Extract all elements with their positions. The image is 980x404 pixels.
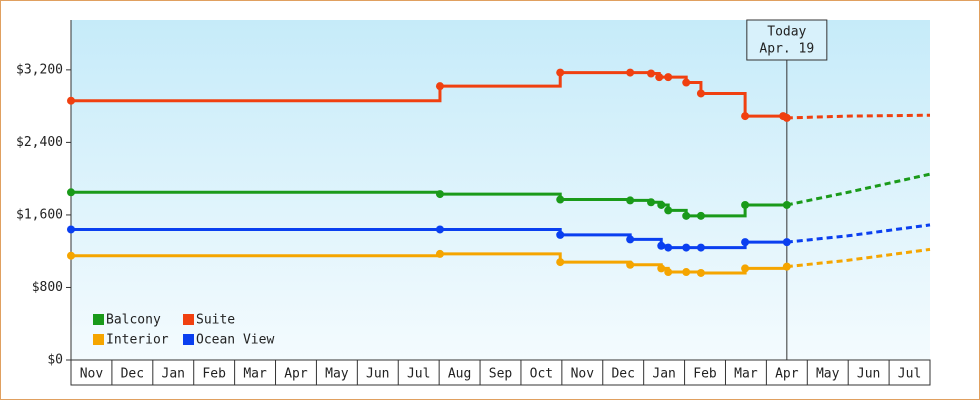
price-point	[657, 241, 666, 250]
x-tick-label: Apr	[775, 367, 799, 382]
legend-swatch	[183, 334, 194, 345]
x-tick-label: Oct	[530, 367, 553, 382]
x-tick-label: Mar	[243, 367, 267, 382]
price-point	[782, 238, 791, 247]
price-point	[682, 78, 691, 87]
price-point	[782, 262, 791, 271]
legend-swatch	[93, 334, 104, 345]
price-point	[647, 69, 656, 78]
price-point	[741, 112, 750, 121]
price-point	[626, 235, 635, 244]
price-point	[67, 188, 75, 197]
price-point	[435, 82, 444, 91]
price-point	[435, 249, 444, 258]
price-point	[664, 73, 673, 82]
price-point	[67, 225, 75, 234]
price-point	[556, 195, 565, 204]
legend-swatch	[93, 314, 104, 325]
price-point	[626, 68, 635, 77]
today-label: Today	[767, 25, 806, 40]
price-point	[556, 258, 565, 267]
price-point	[67, 251, 75, 260]
plot-background	[71, 20, 930, 360]
price-point	[782, 113, 791, 122]
legend-label: Interior	[106, 333, 169, 348]
x-tick-label: Mar	[734, 367, 758, 382]
forecast-line	[786, 172, 931, 207]
y-tick-label: $800	[32, 280, 63, 295]
x-tick-label: Jun	[366, 367, 389, 382]
y-tick-label: $3,200	[16, 62, 63, 77]
x-tick-label: May	[325, 367, 349, 382]
x-tick-label: Jul	[407, 367, 430, 382]
price-point	[782, 200, 791, 209]
x-tick-label: Jun	[857, 367, 880, 382]
price-point	[741, 238, 750, 247]
price-point	[664, 243, 673, 252]
price-point	[664, 268, 673, 277]
x-tick-label: Jan	[162, 367, 185, 382]
price-point	[682, 268, 691, 277]
price-point	[657, 264, 666, 273]
x-tick-label: May	[816, 367, 840, 382]
price-point	[696, 211, 705, 220]
legend-label: Ocean View	[196, 333, 274, 348]
price-point	[67, 96, 75, 105]
x-tick-label: Aug	[448, 367, 471, 382]
forecast-line	[786, 247, 931, 269]
price-point	[556, 230, 565, 239]
price-point	[696, 268, 705, 277]
forecast-line	[786, 223, 931, 244]
y-tick-label: $1,600	[16, 207, 63, 222]
price-point	[626, 196, 635, 205]
price-point	[626, 260, 635, 269]
x-tick-label: Sep	[489, 367, 513, 382]
legend-label: Suite	[196, 313, 235, 328]
x-tick-label: Feb	[202, 367, 226, 382]
today-date: Apr. 19	[759, 42, 814, 57]
legend-label: Balcony	[106, 313, 161, 328]
price-point	[657, 200, 666, 209]
price-point	[696, 89, 705, 98]
price-point	[741, 200, 750, 209]
x-tick-label: Nov	[80, 367, 104, 382]
today-box	[746, 19, 828, 61]
price-point	[741, 264, 750, 273]
price-point	[664, 206, 673, 215]
price-point	[435, 190, 444, 199]
x-tick-label: Feb	[693, 367, 717, 382]
price-point	[435, 225, 444, 234]
price-point	[682, 211, 691, 220]
x-tick-label: Jul	[898, 367, 921, 382]
x-tick-label: Dec	[121, 367, 144, 382]
x-tick-label: Jan	[652, 367, 675, 382]
price-point	[696, 243, 705, 252]
x-tick-label: Apr	[284, 367, 308, 382]
price-point	[647, 198, 656, 207]
y-tick-label: $0	[47, 353, 63, 368]
forecast-line	[786, 113, 931, 120]
price-point	[682, 243, 691, 252]
y-tick-label: $2,400	[16, 135, 63, 150]
x-tick-label: Dec	[611, 367, 634, 382]
x-tick-label: Nov	[571, 367, 595, 382]
price-point	[655, 73, 664, 82]
legend-swatch	[183, 314, 194, 325]
price-point	[556, 68, 565, 77]
